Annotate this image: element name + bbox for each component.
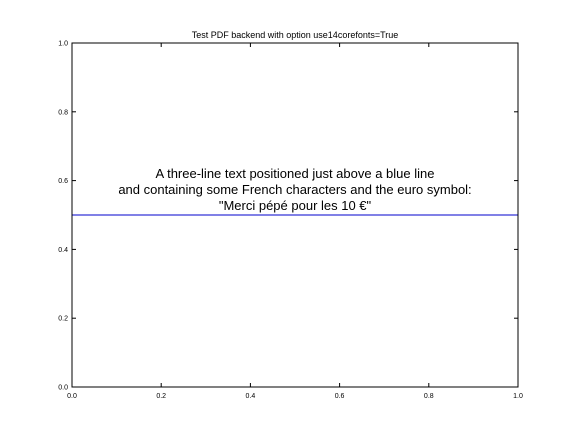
annotation-layer: A three-line text positioned just above … — [118, 166, 471, 213]
x-tick-label: 0.4 — [246, 393, 256, 400]
x-tick-label: 0.6 — [335, 393, 345, 400]
chart-title: Test PDF backend with option use14corefo… — [192, 30, 399, 40]
x-tick-label: 0.0 — [67, 393, 77, 400]
annotation-line-2: and containing some French characters an… — [118, 182, 471, 197]
y-tick-label: 0.6 — [58, 178, 68, 185]
y-tick-label: 0.2 — [58, 316, 68, 323]
annotation-line-3: "Merci pépé pour les 10 €" — [219, 198, 372, 213]
y-tick-label: 1.0 — [58, 41, 68, 48]
x-tick-label: 0.8 — [424, 393, 434, 400]
y-tick-label: 0.4 — [58, 247, 68, 254]
plot-frame — [71, 42, 519, 388]
x-tick-label: 1.0 — [513, 393, 523, 400]
y-tick-label: 0.8 — [58, 109, 68, 116]
y-tick-label: 0.0 — [58, 385, 68, 392]
x-tick-label: 0.2 — [156, 393, 166, 400]
annotation-line-1: A three-line text positioned just above … — [156, 166, 435, 181]
